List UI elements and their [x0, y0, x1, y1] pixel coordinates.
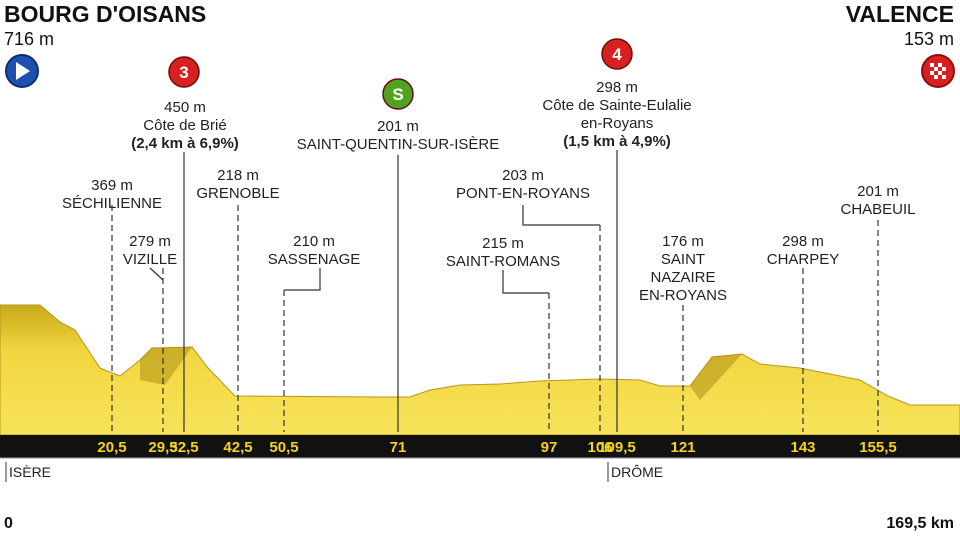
km-label: 106	[587, 439, 612, 456]
waypoint-label: SASSENAGE	[268, 251, 361, 268]
waypoint-label: 201 m	[857, 183, 899, 200]
category-marker	[601, 38, 633, 70]
waypoint-label: 298 m	[782, 233, 824, 250]
waypoint-label: 201 m	[377, 118, 419, 135]
category-marker	[168, 56, 200, 88]
km-label: 32,5	[169, 439, 198, 456]
waypoint-label: CHABEUIL	[840, 201, 915, 218]
start-name: BOURG D'OISANS	[4, 1, 206, 27]
finish-icon	[921, 54, 955, 88]
climb-shade	[690, 354, 742, 400]
km-label: 155,5	[859, 439, 897, 456]
km-label: 50,5	[269, 439, 298, 456]
elevation-profile	[0, 304, 960, 436]
waypoint-label: 203 m	[502, 167, 544, 184]
km-label: 97	[541, 439, 558, 456]
waypoint-label: SÉCHILIENNE	[62, 195, 162, 212]
finish-distance: 169,5 km	[886, 515, 954, 532]
waypoint-label: NAZAIRE	[650, 269, 715, 286]
category-marker-label: S	[392, 85, 403, 104]
waypoint-label: (1,5 km à 4,9%)	[563, 133, 671, 150]
waypoint-label: 218 m	[217, 167, 259, 184]
waypoint-label: SAINT-ROMANS	[446, 253, 560, 270]
waypoint-label: SAINT-QUENTIN-SUR-ISÈRE	[297, 136, 500, 153]
finish-name: VALENCE	[846, 1, 954, 27]
start-altitude: 716 m	[4, 29, 54, 49]
waypoint-label: 369 m	[91, 177, 133, 194]
waypoint-label: VIZILLE	[123, 251, 177, 268]
waypoint-label: 210 m	[293, 233, 335, 250]
start-distance: 0	[4, 515, 13, 532]
distance-band	[0, 435, 960, 458]
leader-line	[502, 270, 549, 294]
region-label: ISÈRE	[9, 464, 51, 480]
leader-line	[284, 268, 321, 291]
waypoint-label: en-Royans	[581, 115, 654, 132]
waypoint-label: 279 m	[129, 233, 171, 250]
km-label: 121	[670, 439, 695, 456]
waypoint-label: Côte de Sainte-Eulalie	[542, 97, 691, 114]
waypoint-label: (2,4 km à 6,9%)	[131, 135, 239, 152]
category-marker-label: 3	[179, 63, 188, 82]
km-label: 143	[790, 439, 815, 456]
waypoint-label: CHARPEY	[767, 251, 840, 268]
waypoint-label: SAINT	[661, 251, 705, 268]
km-label: 20,5	[97, 439, 126, 456]
waypoint-label: 298 m	[596, 79, 638, 96]
category-marker-label: 4	[612, 45, 622, 64]
region-label: DRÔME	[611, 464, 663, 480]
waypoint-label: GRENOBLE	[196, 185, 279, 202]
waypoint-label: 215 m	[482, 235, 524, 252]
climb-shade	[140, 347, 192, 385]
waypoint-label: Côte de Brié	[143, 117, 226, 134]
finish-altitude: 153 m	[904, 29, 954, 49]
leader-line	[522, 205, 600, 226]
start-icon	[5, 54, 39, 88]
waypoint-label: PONT-EN-ROYANS	[456, 185, 590, 202]
waypoint-label: EN-ROYANS	[639, 287, 727, 304]
km-label: 29,5	[148, 439, 177, 456]
leader-line	[149, 267, 164, 281]
category-marker	[382, 78, 414, 110]
waypoint-label: 450 m	[164, 99, 206, 116]
km-label: 109,5	[598, 439, 636, 456]
km-label: 42,5	[223, 439, 252, 456]
waypoint-label: 176 m	[662, 233, 704, 250]
km-label: 71	[390, 439, 407, 456]
